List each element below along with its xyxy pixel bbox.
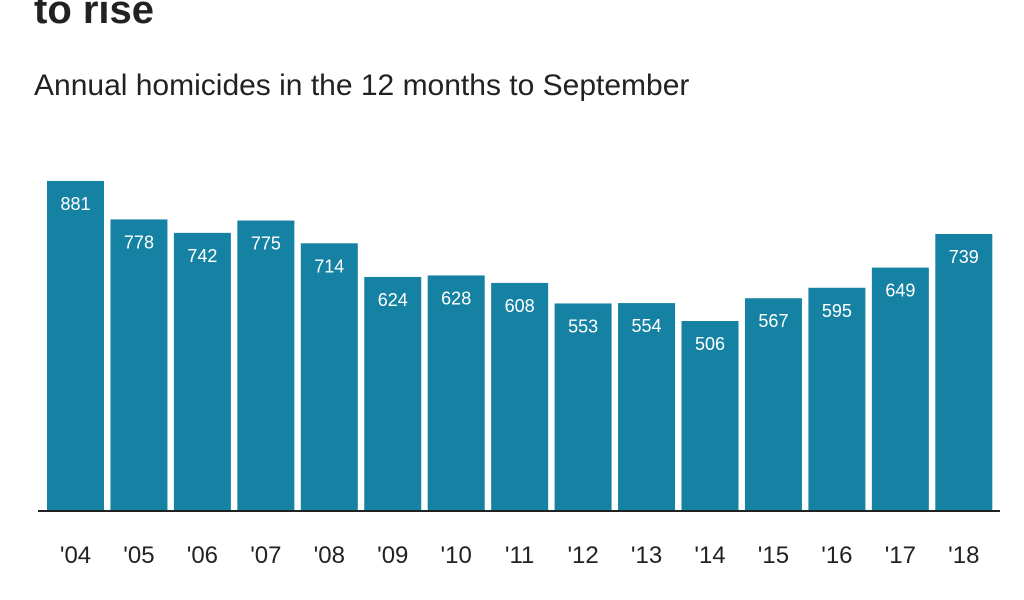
x-tick-label-2: '06 — [187, 542, 218, 569]
bar-5 — [364, 276, 422, 510]
x-tick-label-4: '08 — [314, 542, 345, 569]
bar-value-label-12: 595 — [822, 301, 852, 321]
bar-value-label-1: 778 — [124, 232, 154, 252]
x-tick-label-8: '12 — [567, 542, 598, 569]
bar-2 — [173, 232, 231, 510]
x-tick-label-14: '18 — [948, 542, 979, 569]
bar-value-label-4: 714 — [314, 256, 344, 276]
x-tick-label-9: '13 — [631, 542, 662, 569]
bar-value-label-8: 553 — [568, 316, 598, 336]
bar-value-label-3: 775 — [251, 234, 281, 254]
x-tick-label-5: '09 — [377, 542, 408, 569]
bar-8 — [554, 303, 612, 510]
bar-value-label-11: 567 — [758, 311, 788, 331]
bar-value-label-7: 608 — [505, 296, 535, 316]
x-tick-label-7: '11 — [505, 542, 535, 569]
bar-4 — [300, 243, 358, 511]
bar-0 — [47, 180, 104, 510]
bar-7 — [491, 282, 549, 510]
chart-subtitle: Annual homicides in the 12 months to Sep… — [34, 69, 690, 102]
bar-10 — [681, 321, 739, 510]
x-tick-label-13: '17 — [885, 542, 916, 569]
bar-value-label-6: 628 — [441, 288, 471, 308]
bar-value-label-14: 739 — [949, 247, 979, 267]
bar-1 — [110, 219, 168, 511]
bar-9 — [618, 303, 676, 510]
bar-value-label-9: 554 — [632, 316, 662, 336]
x-tick-label-1: '05 — [123, 542, 154, 569]
bar-value-label-0: 881 — [60, 194, 90, 214]
bar-value-label-13: 649 — [885, 281, 915, 301]
x-tick-label-3: '07 — [250, 542, 281, 569]
bar-3 — [237, 220, 295, 510]
x-tick-label-6: '10 — [441, 542, 472, 569]
bar-value-label-10: 506 — [695, 334, 725, 354]
chart-title: to rise — [34, 0, 155, 32]
bar-13 — [871, 267, 929, 510]
bar-value-label-2: 742 — [187, 246, 217, 266]
bar-value-label-5: 624 — [378, 290, 408, 310]
x-tick-label-11: '15 — [758, 542, 789, 569]
x-tick-label-12: '16 — [821, 542, 852, 569]
bar-12 — [808, 287, 866, 510]
bar-11 — [744, 298, 802, 510]
bar-14 — [935, 233, 993, 510]
x-tick-label-0: '04 — [60, 542, 91, 569]
bar-6 — [427, 275, 485, 510]
x-tick-label-10: '14 — [694, 542, 725, 569]
